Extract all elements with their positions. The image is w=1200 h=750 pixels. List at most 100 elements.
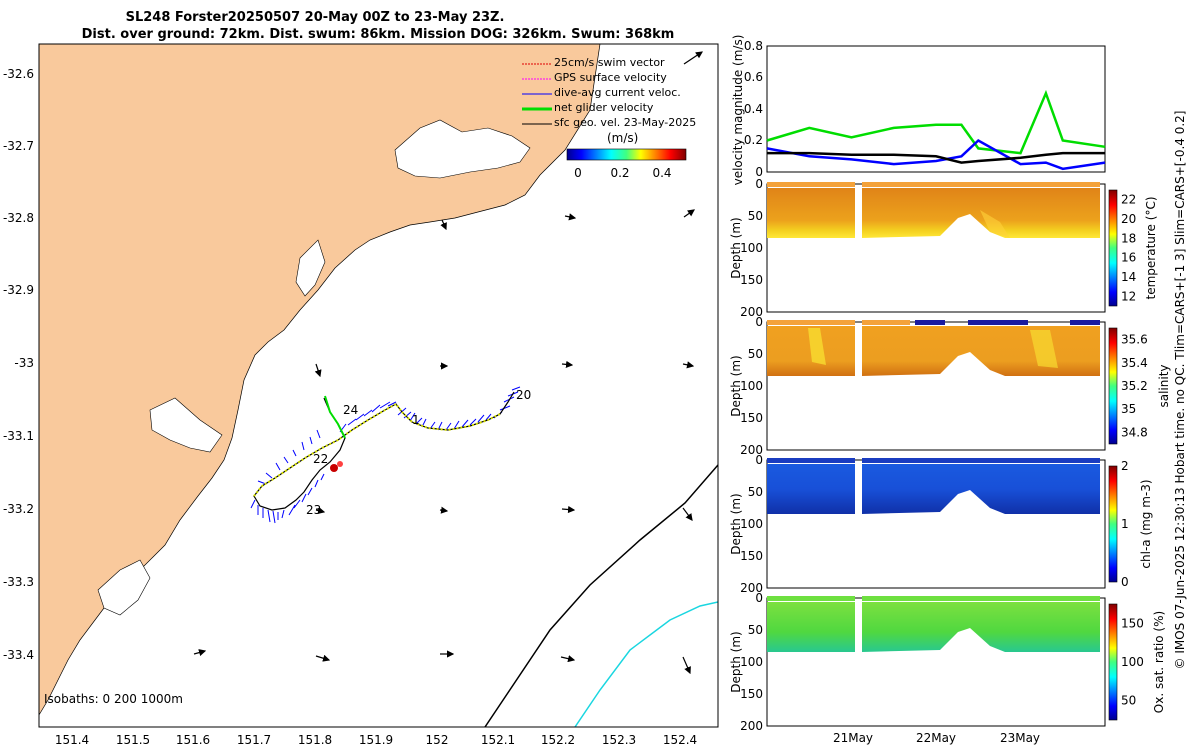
depth-tick: 150 [740,687,763,701]
cbar-tick-label: 12 [1121,289,1136,303]
temperature-warm-patch [980,210,1010,238]
geo-arrow [682,361,695,369]
oxygen-surface-dots [767,596,1100,601]
colorbar-tick: 0.2 [610,166,629,180]
surface-dots [862,596,1100,601]
cbar-tick-label: 14 [1121,270,1136,284]
cbar-tick-label: 20 [1121,212,1136,226]
title-line-1: SL248 Forster20250507 20-May 00Z to 23-M… [126,10,505,25]
sfc-geo-velocity-arrows [193,51,703,675]
chla-surface-dots [767,458,1100,463]
map-x-tick: 152.2 [541,733,575,747]
isobaths-label: Isobaths: 0 200 1000m [44,692,183,706]
geo-arrow [439,506,449,514]
depth-tick: 200 [740,719,763,733]
surface-dots [862,458,1100,463]
depth-tick: 50 [748,485,763,499]
map-x-tick: 152.1 [481,733,515,747]
cbar-tick-label: 35.4 [1121,356,1148,370]
cbar-tick-label: 16 [1121,251,1136,265]
cbar-tick-label: 150 [1121,616,1144,630]
depth-tick: 0 [755,315,763,329]
map-y-tick: -32.9 [3,283,34,297]
temperature-cbar-ticks: 12 14 16 18 20 22 [1121,193,1136,304]
title-line-2: Dist. over ground: 72km. Dist. swum: 86k… [82,27,675,42]
velocity-series-1 [766,138,1106,171]
velocity-axes [766,45,1106,173]
map-y-tick: -33 [14,356,34,370]
surface-dots-fresh [1070,320,1100,325]
depth-tick: 50 [748,623,763,637]
chla-field [767,464,1100,514]
vel-y-tick: 0.2 [744,133,763,147]
hour-label-20: 20 [516,388,531,402]
cbar-tick-label: 35.2 [1121,379,1148,393]
map-y-tick: -32.8 [3,211,34,225]
oxygen-colorbar [1108,603,1118,721]
vel-y-tick: 0.4 [744,102,763,116]
oxygen-panel: 0 50 100 150 200 Depth (m) 50 100 150 Ox. … [729,591,1166,733]
geo-arrow [683,209,695,218]
surface-dots-fresh [915,320,945,325]
depth-tick: 200 [740,305,763,319]
depth-tick: 50 [748,209,763,223]
velocity-lines [766,89,1106,171]
oxygen-cbar-label: Ox. sat. ratio (%) [1152,611,1166,713]
map-x-tick: 151.8 [298,733,332,747]
map-y-tick: -33.4 [3,648,34,662]
depth-tick: 200 [740,443,763,457]
chla-cbar-label: chl-a (mg m-3) [1139,479,1153,568]
surface-dots [767,182,855,187]
geo-arrow [561,505,576,514]
isobath-1000m [574,601,718,727]
cbar-tick-label: 100 [1121,655,1144,669]
legend-sfc-geo: sfc geo. vel. 23-May-2025 [554,116,696,129]
map-x-tick: 151.4 [55,733,89,747]
depth-tick: 100 [740,655,763,669]
map-x-tick: 151.5 [116,733,150,747]
map-lake-south [97,559,151,616]
cbar-tick-label: 2 [1121,459,1129,473]
geo-arrow [682,656,691,675]
surface-dots [862,320,910,325]
time-tick-22may: 22May [916,731,956,745]
oxygen-ylabel: Depth (m) [729,631,743,692]
geo-arrow [564,213,577,221]
salinity-surface-dots [767,320,1100,325]
cbar-tick-label: 35.6 [1121,333,1148,347]
cbar-tick-label: 35 [1121,402,1136,416]
depth-tick: 0 [755,177,763,191]
map-y-tick: -32.7 [3,139,34,153]
geo-arrow [683,51,703,65]
geo-arrow [682,507,693,521]
temperature-ylabel: Depth (m) [729,217,743,278]
salinity-cbar-label: salinity [1157,364,1171,407]
chla-colorbar [1108,465,1118,583]
chla-cbar-ticks: 0 1 2 [1121,459,1129,589]
map-y-tick: -33.2 [3,502,34,516]
cbar-tick-label: 34.8 [1121,425,1148,439]
velocity-y-ticks: 0 0.2 0.4 0.6 0.8 [744,39,763,179]
hour-label-23: 23 [306,503,321,517]
map-y-tick: -33.3 [3,575,34,589]
geo-arrow [315,507,326,515]
temperature-surface-dots [767,182,1100,187]
oxygen-cbar-ticks: 50 100 150 [1121,616,1144,707]
map-lake-mid [295,239,326,297]
surface-dots [767,458,855,463]
map-y-tick: -33.1 [3,429,34,443]
hour-label-24: 24 [343,403,358,417]
time-tick-23may: 23May [1000,731,1040,745]
map-x-tick: 152.4 [663,733,697,747]
salinity-panel: 0 50 100 150 200 Depth (m) 34.8 35 35.2 35.… [729,315,1171,457]
salinity-ylabel: Depth (m) [729,355,743,416]
temperature-cbar-label: temperature (°C) [1144,197,1158,300]
time-axis: 21May 22May 23May [833,731,1040,745]
map-x-ticks: 151.4 151.5 151.6 151.7 151.8 151.9 152 … [55,733,697,747]
legend-gps-velocity: GPS surface velocity [554,71,667,84]
dive-avg-current-vectors [250,386,521,524]
salinity-cbar-ticks: 34.8 35 35.2 35.4 35.6 [1121,333,1148,440]
surface-dots [767,320,855,325]
legend-net-velocity: net glider velocity [554,101,654,114]
